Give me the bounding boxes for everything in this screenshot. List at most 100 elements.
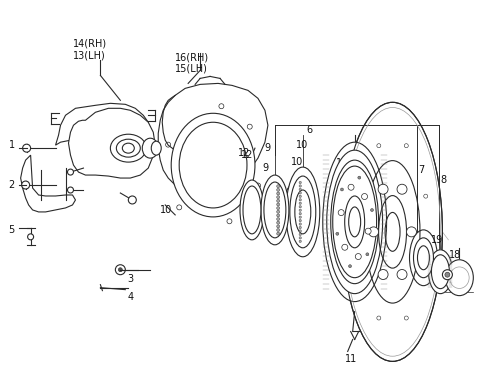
Text: 14(RH): 14(RH) — [72, 38, 107, 49]
Ellipse shape — [264, 182, 286, 238]
Polygon shape — [21, 155, 75, 212]
Text: 17: 17 — [336, 158, 348, 168]
Circle shape — [299, 192, 301, 194]
Ellipse shape — [327, 150, 383, 294]
Ellipse shape — [432, 255, 449, 289]
Circle shape — [299, 223, 301, 225]
Circle shape — [424, 194, 428, 198]
Circle shape — [276, 221, 280, 224]
Circle shape — [68, 187, 73, 193]
Circle shape — [276, 218, 280, 221]
Text: 16(RH): 16(RH) — [175, 52, 209, 62]
Text: 2: 2 — [9, 180, 15, 190]
Text: 9: 9 — [264, 143, 270, 153]
Ellipse shape — [295, 190, 311, 234]
Text: 3: 3 — [127, 274, 133, 284]
Ellipse shape — [348, 207, 360, 237]
Ellipse shape — [122, 143, 134, 153]
Circle shape — [276, 229, 280, 231]
Ellipse shape — [429, 250, 452, 294]
Ellipse shape — [343, 102, 443, 362]
Circle shape — [358, 176, 361, 179]
Circle shape — [404, 316, 408, 320]
Circle shape — [377, 144, 381, 148]
Circle shape — [276, 210, 280, 213]
Text: 11: 11 — [345, 355, 357, 365]
Text: 10: 10 — [291, 157, 303, 167]
Circle shape — [115, 265, 125, 275]
Polygon shape — [158, 84, 268, 198]
Circle shape — [299, 216, 301, 218]
Text: 15(LH): 15(LH) — [175, 64, 208, 74]
Circle shape — [299, 219, 301, 222]
Circle shape — [424, 266, 428, 270]
Ellipse shape — [151, 141, 161, 155]
Circle shape — [276, 232, 280, 235]
Text: 18: 18 — [449, 250, 462, 260]
Text: 10: 10 — [296, 140, 308, 150]
Circle shape — [299, 240, 301, 243]
Text: 4: 4 — [127, 292, 133, 301]
Circle shape — [299, 206, 301, 208]
Circle shape — [299, 237, 301, 239]
Circle shape — [348, 184, 354, 190]
Ellipse shape — [286, 167, 320, 257]
Circle shape — [276, 185, 280, 188]
Circle shape — [355, 254, 361, 259]
Circle shape — [371, 209, 373, 211]
Circle shape — [276, 192, 280, 195]
Circle shape — [28, 234, 34, 240]
Circle shape — [299, 188, 301, 191]
Ellipse shape — [116, 139, 140, 157]
Circle shape — [358, 194, 361, 198]
Text: 12: 12 — [238, 148, 251, 158]
Ellipse shape — [261, 175, 289, 245]
Ellipse shape — [413, 238, 433, 278]
Circle shape — [299, 202, 301, 204]
Circle shape — [336, 232, 339, 235]
Circle shape — [340, 188, 344, 191]
Circle shape — [404, 144, 408, 148]
Circle shape — [276, 199, 280, 202]
Ellipse shape — [110, 134, 146, 162]
Circle shape — [68, 169, 73, 175]
Circle shape — [293, 175, 299, 181]
Circle shape — [361, 194, 368, 199]
Circle shape — [299, 213, 301, 215]
Circle shape — [407, 227, 417, 237]
Ellipse shape — [445, 260, 473, 296]
Ellipse shape — [345, 196, 365, 248]
Circle shape — [299, 195, 301, 198]
Ellipse shape — [333, 166, 377, 278]
Circle shape — [299, 181, 301, 184]
Circle shape — [299, 199, 301, 201]
Ellipse shape — [290, 176, 316, 248]
Circle shape — [348, 264, 351, 268]
Text: 7: 7 — [419, 165, 425, 175]
Circle shape — [365, 228, 371, 234]
Circle shape — [276, 196, 280, 199]
Circle shape — [299, 185, 301, 187]
Circle shape — [299, 226, 301, 229]
Text: 9: 9 — [262, 163, 268, 173]
Circle shape — [299, 230, 301, 232]
Text: 6: 6 — [307, 125, 313, 135]
Text: 1: 1 — [9, 140, 15, 150]
Circle shape — [276, 207, 280, 209]
Polygon shape — [56, 103, 148, 152]
Circle shape — [23, 144, 31, 152]
Circle shape — [128, 196, 136, 204]
Ellipse shape — [418, 246, 430, 270]
Ellipse shape — [331, 160, 379, 284]
Circle shape — [338, 209, 344, 216]
Circle shape — [299, 233, 301, 236]
Circle shape — [443, 270, 452, 280]
Ellipse shape — [409, 230, 437, 286]
Ellipse shape — [171, 113, 255, 217]
Circle shape — [397, 184, 407, 194]
Circle shape — [445, 272, 450, 277]
Circle shape — [377, 316, 381, 320]
Ellipse shape — [240, 180, 264, 240]
Text: 10: 10 — [160, 205, 172, 215]
Circle shape — [276, 214, 280, 217]
